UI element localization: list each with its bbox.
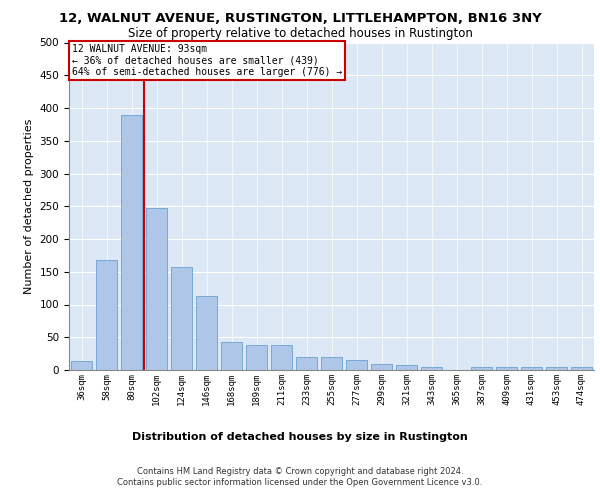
Bar xyxy=(221,342,242,370)
Text: Size of property relative to detached houses in Rustington: Size of property relative to detached ho… xyxy=(128,28,472,40)
Bar xyxy=(496,368,517,370)
Bar xyxy=(471,366,492,370)
Bar xyxy=(271,345,292,370)
Bar xyxy=(171,267,192,370)
Text: 12, WALNUT AVENUE, RUSTINGTON, LITTLEHAMPTON, BN16 3NY: 12, WALNUT AVENUE, RUSTINGTON, LITTLEHAM… xyxy=(59,12,541,26)
Bar xyxy=(196,296,217,370)
Bar xyxy=(546,368,567,370)
Bar xyxy=(571,366,592,370)
Bar xyxy=(521,366,542,370)
Bar xyxy=(346,360,367,370)
Bar xyxy=(71,362,92,370)
Bar xyxy=(121,114,142,370)
Bar xyxy=(296,357,317,370)
Bar xyxy=(321,357,342,370)
Text: 12 WALNUT AVENUE: 93sqm
← 36% of detached houses are smaller (439)
64% of semi-d: 12 WALNUT AVENUE: 93sqm ← 36% of detache… xyxy=(71,44,342,78)
Bar xyxy=(246,345,267,370)
Text: Contains HM Land Registry data © Crown copyright and database right 2024.
Contai: Contains HM Land Registry data © Crown c… xyxy=(118,468,482,487)
Text: Distribution of detached houses by size in Rustington: Distribution of detached houses by size … xyxy=(132,432,468,442)
Bar xyxy=(421,366,442,370)
Bar xyxy=(396,366,417,370)
Y-axis label: Number of detached properties: Number of detached properties xyxy=(24,118,34,294)
Bar xyxy=(96,260,117,370)
Bar xyxy=(146,208,167,370)
Bar xyxy=(371,364,392,370)
